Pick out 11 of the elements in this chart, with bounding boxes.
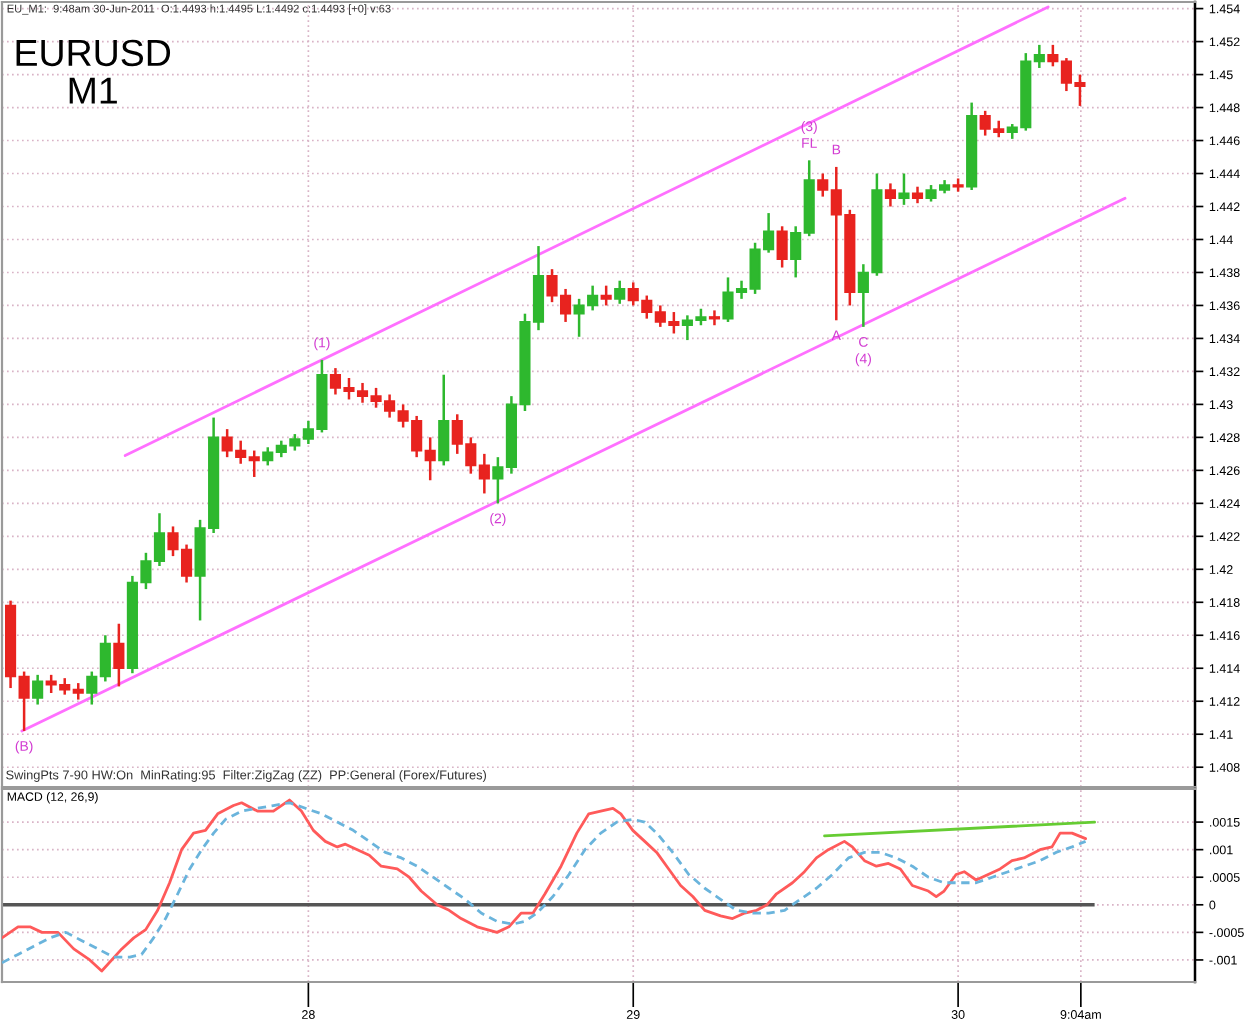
- candlestick: [776, 225, 788, 269]
- candlestick: [600, 284, 612, 307]
- text: M1: [69, 77, 117, 104]
- candlestick: [438, 373, 450, 467]
- candlestick: [898, 172, 910, 207]
- candlestick: [884, 182, 897, 208]
- text: EURUSD: [16, 39, 171, 67]
- candlestick: [614, 279, 626, 306]
- candlestick: [113, 622, 125, 688]
- candlestick: [32, 673, 44, 706]
- candlestick: [708, 309, 721, 327]
